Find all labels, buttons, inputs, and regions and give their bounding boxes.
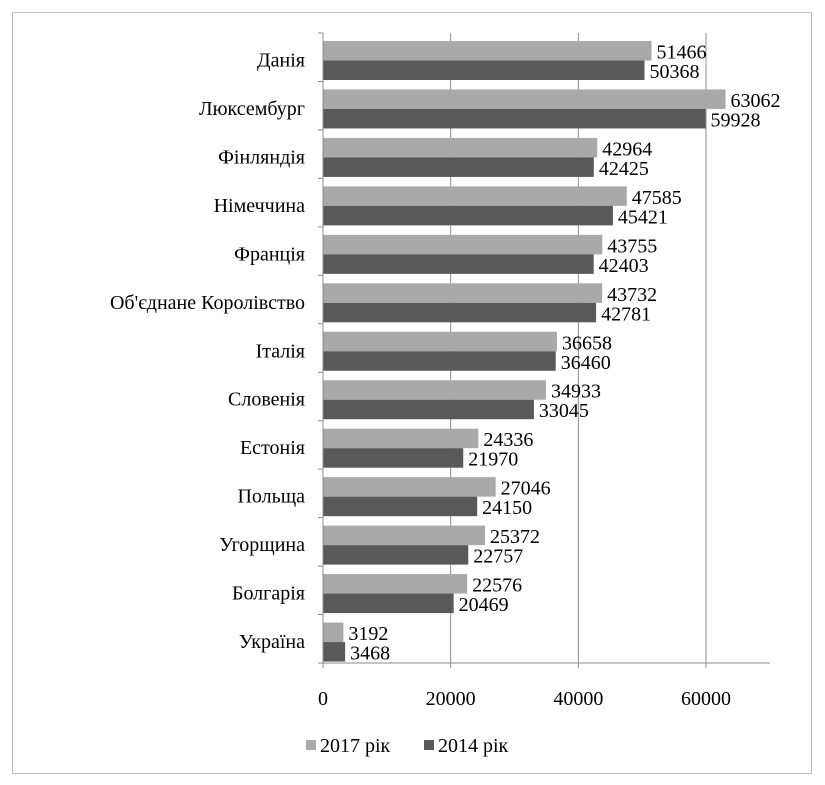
- data-label: 25372: [490, 526, 540, 548]
- legend-swatch: [306, 740, 316, 750]
- bar: [323, 477, 496, 497]
- data-label: 42964: [602, 138, 652, 160]
- x-tick-label: 20000: [426, 688, 476, 710]
- bar: [323, 137, 598, 158]
- data-label: 22576: [472, 575, 522, 597]
- bar: [323, 186, 627, 206]
- bar: [323, 351, 556, 371]
- category-label: Об'єднане Королівство: [110, 292, 305, 314]
- bar: [323, 205, 613, 226]
- bar: [323, 380, 546, 400]
- data-label: 3468: [350, 643, 390, 665]
- legend: 2017 рік 2014 рік: [306, 735, 509, 757]
- bar: [323, 108, 706, 129]
- bar: [323, 525, 485, 546]
- bar: [323, 283, 603, 303]
- category-label: Німеччина: [214, 195, 306, 217]
- category-label: Болгарія: [232, 583, 305, 605]
- bar: [323, 234, 603, 255]
- category-label: Україна: [239, 631, 305, 653]
- bar: [323, 593, 454, 614]
- axes: [318, 32, 770, 668]
- data-label: 21970: [468, 449, 518, 471]
- category-label: Словенія: [228, 389, 305, 411]
- data-label: 3192: [348, 623, 388, 645]
- bar: [323, 545, 469, 565]
- data-label: 63062: [731, 90, 781, 112]
- x-tick-label: 40000: [553, 688, 603, 710]
- category-label: Франція: [234, 243, 305, 265]
- tick-labels: 0 20000 40000 60000: [318, 688, 731, 710]
- x-tick-label: 60000: [681, 688, 731, 710]
- bar: [323, 642, 346, 662]
- bar: [323, 89, 726, 109]
- data-label: 43755: [607, 235, 657, 257]
- bar: [323, 254, 594, 274]
- data-label: 59928: [711, 109, 761, 131]
- data-label: 42403: [599, 255, 649, 277]
- bars: [323, 41, 726, 662]
- x-tick-label: 0: [318, 688, 328, 710]
- bar: [323, 622, 344, 643]
- category-label: Угорщина: [219, 534, 305, 556]
- legend-label: 2017 рік: [320, 735, 391, 757]
- legend-swatch: [424, 740, 434, 750]
- bar: [323, 574, 468, 594]
- bar: [323, 448, 464, 468]
- category-label: Польща: [237, 486, 305, 508]
- bar: [323, 157, 594, 177]
- bar: [323, 60, 645, 80]
- data-label: 42781: [601, 303, 651, 325]
- data-label: 22757: [473, 546, 523, 568]
- data-label: 24150: [482, 497, 532, 519]
- category-label: Фінляндія: [218, 146, 305, 168]
- bar: [323, 41, 652, 61]
- data-label: 45421: [618, 206, 668, 228]
- data-label: 36658: [562, 332, 612, 354]
- bar: [323, 302, 597, 323]
- data-label: 20469: [459, 594, 509, 616]
- data-label: 51466: [657, 42, 707, 64]
- bar: [323, 399, 534, 420]
- data-label: 33045: [539, 400, 589, 422]
- data-label: 50368: [650, 61, 700, 83]
- data-label: 34933: [551, 381, 601, 403]
- legend-label: 2014 рік: [438, 735, 509, 757]
- category-labels: Данія Люксембург Фінляндія Німеччина Франція…: [110, 50, 305, 654]
- data-label: 27046: [501, 478, 551, 500]
- data-label: 43732: [607, 284, 657, 306]
- category-label: Італія: [256, 340, 305, 362]
- category-label: Естонія: [240, 437, 305, 459]
- bar: [323, 428, 479, 449]
- data-label: 47585: [632, 187, 682, 209]
- category-label: Люксембург: [199, 98, 305, 120]
- data-label: 42425: [599, 158, 649, 180]
- data-label: 24336: [483, 429, 533, 451]
- data-label: 36460: [561, 352, 611, 374]
- bar: [323, 496, 478, 517]
- bar: [323, 331, 558, 352]
- category-label: Данія: [257, 50, 305, 72]
